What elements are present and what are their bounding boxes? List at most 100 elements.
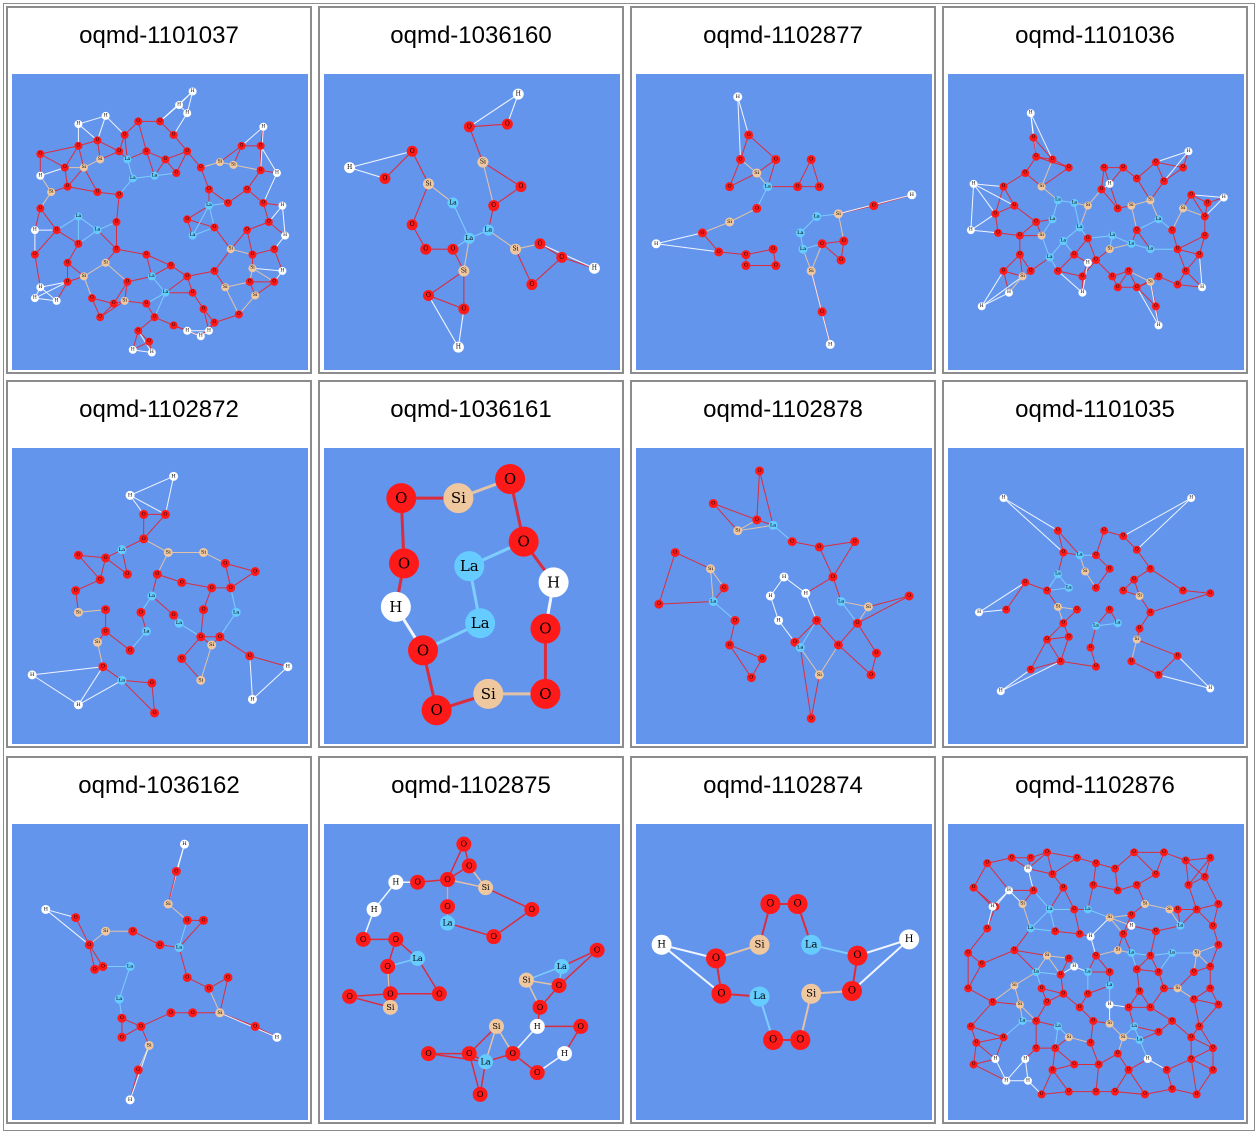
atom-label: O — [1143, 1091, 1147, 1097]
atom-node-o — [833, 640, 843, 650]
atom-label: O — [673, 549, 677, 555]
atom-node-la — [482, 224, 494, 236]
card-title: oqmd-1101036 — [1015, 22, 1175, 49]
atom-label: O — [529, 281, 534, 288]
atom-label: Si — [480, 159, 486, 166]
atom-label: Si — [1167, 906, 1172, 912]
atom-label: La — [1131, 1023, 1137, 1029]
atom-node-o — [812, 615, 822, 625]
bond-edge — [137, 121, 147, 152]
atom-node-h — [588, 262, 600, 274]
atom-node-la — [1154, 215, 1163, 224]
bond-edge — [118, 966, 131, 1000]
atom-node-o — [150, 708, 160, 718]
atom-label: La — [233, 609, 239, 615]
bond-edge — [1131, 660, 1159, 676]
atom-node-o — [1146, 564, 1155, 573]
atom-label: Si — [1194, 949, 1199, 955]
atom-label: H — [1187, 148, 1191, 154]
atom-label: O — [809, 156, 813, 162]
atom-label: O — [1181, 587, 1185, 593]
bond-edge — [1155, 150, 1189, 163]
atom-label: O — [1075, 854, 1079, 860]
atom-node-o — [526, 279, 538, 291]
bond-edge — [200, 644, 213, 681]
atom-node-o — [869, 201, 879, 211]
atom-label: O — [1094, 663, 1098, 669]
atom-label: O — [245, 186, 249, 192]
atom-label: O — [126, 278, 130, 284]
atom-label: O — [253, 1023, 257, 1029]
atom-node-o — [1048, 155, 1057, 164]
bond-edge — [737, 96, 741, 160]
atom-label: O — [1127, 1066, 1131, 1072]
atom-label: O — [426, 292, 431, 299]
atom-label: O — [594, 946, 601, 955]
atom-node-h — [179, 839, 189, 849]
atom-label: O — [712, 953, 720, 964]
card-title: oqmd-1036161 — [390, 396, 552, 423]
atom-node-h — [529, 1018, 545, 1034]
bond-edge — [1150, 592, 1211, 613]
atom-node-o — [183, 272, 192, 281]
atom-node-si — [1135, 592, 1144, 600]
bond-edge — [164, 476, 175, 515]
atom-label: O — [907, 593, 911, 599]
atom-label: O — [1154, 159, 1158, 165]
atom-node-si — [1113, 946, 1122, 955]
atom-label: La — [1055, 571, 1061, 577]
atom-node-o — [1075, 929, 1084, 938]
atom-label: H — [171, 473, 176, 479]
atom-label: O — [1208, 963, 1212, 969]
atom-node-la — [1146, 245, 1155, 254]
bond-edge — [1171, 1020, 1192, 1038]
bond-edge — [219, 977, 229, 1013]
atom-node-la — [1059, 237, 1068, 246]
atom-label: O — [1053, 928, 1057, 934]
atom-node-o — [1127, 910, 1136, 919]
atom-label: O — [1108, 565, 1112, 571]
bond-edge — [970, 213, 996, 231]
atom-label: O — [272, 278, 276, 284]
atom-node-o — [752, 203, 762, 213]
bond-edge — [457, 308, 465, 348]
atom-node-o — [199, 305, 208, 314]
atom-node-la — [1083, 968, 1092, 976]
atom-node-o — [96, 313, 105, 322]
atom-label: H — [207, 327, 211, 333]
atom-node-o — [408, 635, 439, 666]
bond-edge — [797, 159, 812, 187]
atom-node-o — [1021, 578, 1030, 587]
bond-edge — [1190, 1058, 1198, 1095]
atom-label: O — [657, 601, 661, 607]
bond-edge — [219, 636, 251, 657]
atom-label: Si — [223, 284, 228, 290]
atom-label: O — [245, 227, 249, 233]
atom-label: H — [283, 232, 287, 238]
atom-node-la — [763, 182, 773, 192]
atom-label: O — [1149, 565, 1153, 571]
atom-label: La — [813, 214, 819, 220]
atom-node-o — [1119, 586, 1128, 595]
atom-label: La — [797, 645, 803, 651]
graph-panel: H O Si H O O O Si O O O La O La O O O O La O O Si O H O O O Si O H — [12, 824, 308, 1120]
atom-label: H — [657, 939, 666, 950]
bond-edge — [1144, 903, 1170, 910]
atom-node-la — [125, 962, 135, 972]
atom-node-la — [117, 675, 127, 685]
atom-label: O — [253, 569, 257, 575]
bond-edge — [767, 159, 777, 187]
atom-node-o — [828, 572, 838, 582]
atom-label: O — [172, 322, 176, 328]
atom-label: O — [1062, 884, 1066, 890]
atom-node-o — [1092, 256, 1100, 265]
bond-edge — [77, 666, 104, 706]
atom-node-si — [120, 296, 129, 305]
atom-node-o — [1100, 526, 1109, 535]
bond-edge — [1027, 851, 1048, 870]
atom-node-o — [1151, 870, 1160, 879]
atom-label: O — [744, 252, 748, 258]
atom-node-o — [787, 894, 808, 914]
atom-node-h — [380, 591, 411, 622]
